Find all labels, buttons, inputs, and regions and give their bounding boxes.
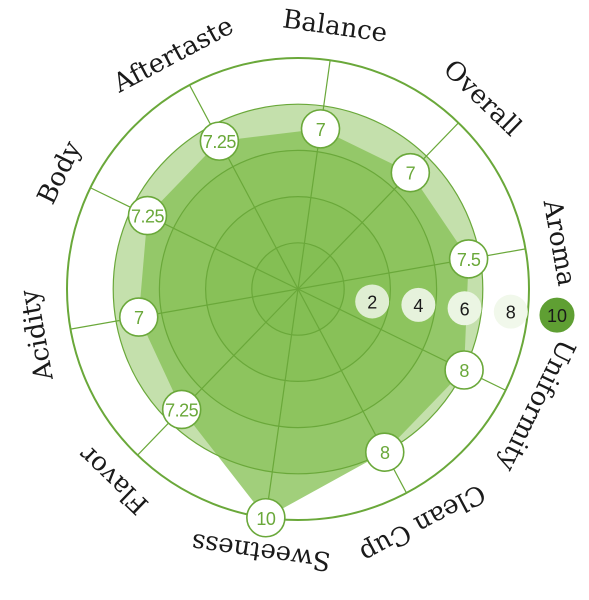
axis-label-aroma: Aroma	[536, 197, 581, 289]
scale-badge-circle	[447, 291, 482, 326]
scale-label: 8	[506, 303, 516, 323]
value-badge-flavor: 7.25	[161, 389, 202, 430]
axis-label-balance: Balance	[281, 4, 389, 48]
value-badge-circle	[448, 239, 489, 279]
spoke-flavor	[137, 288, 299, 456]
value-label: 8	[380, 443, 390, 463]
scale-label: 6	[460, 299, 470, 319]
spoke-aftertaste	[189, 84, 299, 290]
value-badge-aroma: 7.5	[448, 239, 489, 279]
axis-label-overall: Overall	[437, 54, 527, 142]
value-badge-circle	[246, 497, 286, 538]
value-badge-body: 7.25	[127, 195, 168, 236]
scale-badge-circle	[401, 287, 436, 322]
value-badge-clean-cup: 8	[364, 432, 405, 472]
value-badge-circle	[161, 389, 202, 430]
scale-badge-4: 4	[401, 287, 436, 322]
scale-badge-circle	[493, 294, 528, 329]
scale-badge-8: 8	[493, 294, 528, 329]
value-badge-uniformity: 8	[444, 350, 484, 390]
spoke-acidity	[70, 288, 299, 330]
ring-2	[251, 242, 345, 336]
value-label: 7.25	[131, 207, 165, 227]
scale-label: 10	[547, 306, 567, 326]
value-label: 8	[459, 361, 469, 381]
value-label: 7.25	[165, 400, 199, 420]
spoke-overall	[297, 122, 459, 290]
axis-label-body: Body	[32, 136, 88, 209]
ring-6	[158, 149, 438, 429]
value-badge-circle	[364, 432, 405, 472]
spoke-body	[90, 187, 299, 290]
value-label: 7.5	[457, 250, 481, 270]
value-label: 7	[316, 120, 326, 140]
ring-8	[112, 103, 484, 475]
scale-label: 2	[367, 292, 377, 312]
value-badges: 7.5 7 7 7.25 7.25 7 7.25 10 8 8	[118, 109, 489, 538]
value-badge-acidity: 7	[118, 297, 159, 337]
ring-lines	[66, 57, 530, 521]
axis-spokes	[70, 60, 526, 518]
axis-label-acidity: Acidity	[14, 287, 60, 384]
axis-label-flavor: Flavor	[73, 439, 155, 520]
scale-badge-6: 6	[447, 291, 482, 326]
axis-label-clean-cup: Clean Cup	[355, 477, 490, 568]
value-badge-circle	[444, 350, 484, 390]
value-label: 7.25	[203, 132, 237, 152]
data-polygon	[138, 128, 469, 518]
value-badge-circle	[127, 195, 168, 236]
spoke-balance	[297, 60, 331, 290]
scale-badge-2: 2	[355, 284, 390, 319]
value-badge-circle	[300, 109, 341, 149]
value-badge-overall: 7	[390, 152, 431, 193]
value-badge-circle	[199, 121, 240, 161]
ring-4	[205, 196, 392, 383]
scale-label: 4	[413, 296, 423, 316]
spoke-sweetness	[265, 288, 299, 518]
axis-label-aftertaste: Aftertaste	[108, 11, 239, 100]
scale-badges: 2 4 6 8 10	[355, 284, 575, 333]
value-badge-aftertaste: 7.25	[199, 121, 240, 161]
scale-badge-circle	[539, 297, 575, 333]
axis-label-uniformity: Uniformity	[491, 334, 581, 476]
value-label: 10	[256, 509, 276, 529]
scale-badge-circle	[355, 284, 390, 319]
value-badge-balance: 7	[300, 109, 341, 149]
value-label: 7	[134, 308, 144, 328]
value-badge-circle	[118, 297, 159, 337]
value-badge-circle	[390, 152, 431, 193]
scale-badge-10: 10	[539, 297, 575, 333]
value-badge-sweetness: 10	[246, 497, 286, 538]
ring-10	[66, 57, 530, 521]
value-label: 7	[406, 164, 416, 184]
